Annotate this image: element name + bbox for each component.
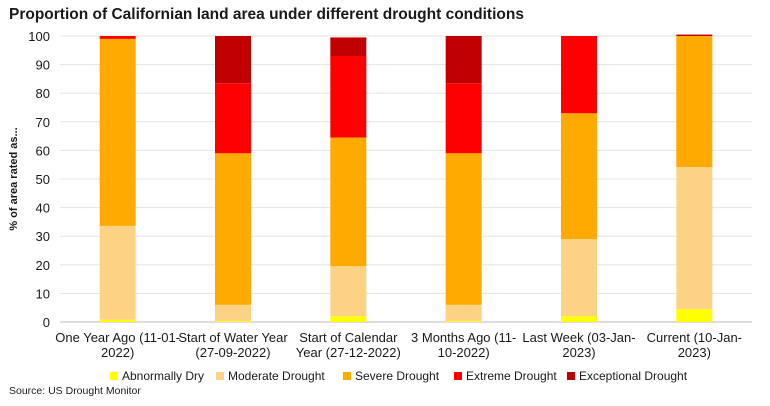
bar-segment xyxy=(445,36,482,84)
bar-stack xyxy=(99,36,136,322)
legend-label: Severe Drought xyxy=(355,369,440,383)
y-axis-ticks: 0 10 20 30 40 50 60 70 80 90 100 xyxy=(28,29,50,330)
bar-segment xyxy=(676,309,713,322)
x-tick-label: Start of Water Year (27-09-2022) xyxy=(178,330,288,360)
y-tick-label: 90 xyxy=(36,58,50,73)
y-tick-label: 80 xyxy=(36,86,50,101)
bar-segment xyxy=(215,321,251,322)
bar-segment xyxy=(561,36,597,114)
bar-stack xyxy=(215,36,251,322)
bar-segment xyxy=(561,239,597,317)
bar-segment xyxy=(445,321,482,322)
y-axis-label: % of area rated as... xyxy=(8,127,20,230)
bar-segment xyxy=(561,113,597,240)
bar-segment xyxy=(561,316,597,322)
bar-stack xyxy=(330,37,367,322)
bar-segment xyxy=(330,137,367,267)
x-axis-ticks: One Year Ago (11-01-2022)Start of Water … xyxy=(55,330,742,360)
bar-segment xyxy=(99,225,136,320)
bar-stack xyxy=(676,34,713,322)
chart-title: Proportion of Californian land area unde… xyxy=(9,6,524,23)
bar-segment xyxy=(330,37,367,57)
bar-segment xyxy=(676,34,713,36)
y-tick-label: 10 xyxy=(36,286,50,301)
y-tick-label: 30 xyxy=(36,229,50,244)
bar-segment xyxy=(445,83,482,154)
source-note: Source: US Drought Monitor xyxy=(9,385,141,397)
legend-swatch xyxy=(343,372,351,380)
bar-segment xyxy=(330,56,367,138)
legend-swatch xyxy=(216,372,224,380)
gridlines xyxy=(60,35,752,323)
legend-label: Moderate Drought xyxy=(228,369,325,383)
bar-segment xyxy=(215,153,251,305)
bar-segment xyxy=(215,83,251,154)
x-tick-label: Last Week (03-Jan-2023) xyxy=(522,330,635,360)
x-tick-label: 3 Months Ago (11-10-2022) xyxy=(411,330,516,360)
bar-segment xyxy=(99,38,136,226)
legend-label: Extreme Drought xyxy=(466,369,557,383)
bar-stack xyxy=(445,36,482,322)
bar-stack xyxy=(561,36,597,322)
y-tick-label: 60 xyxy=(36,143,50,158)
bar-segment xyxy=(99,319,136,322)
legend-swatch xyxy=(454,372,462,380)
legend: Abnormally Dry Moderate Drought Severe Dro… xyxy=(110,369,688,383)
x-tick-label: Start of Calendar Year (27-12-2022) xyxy=(296,330,401,360)
y-tick-label: 40 xyxy=(36,201,50,216)
bar-segment xyxy=(676,166,713,310)
legend-label: Exceptional Drought xyxy=(579,369,688,383)
y-tick-label: 0 xyxy=(43,315,50,330)
bar-segment xyxy=(330,266,367,317)
legend-swatch xyxy=(567,372,575,380)
bar-segment xyxy=(99,36,136,39)
x-tick-label: One Year Ago (11-01-2022) xyxy=(55,330,180,360)
legend-swatch xyxy=(110,372,118,380)
bar-segment xyxy=(676,36,713,167)
bar-segment xyxy=(215,304,251,322)
bar-segment xyxy=(445,153,482,305)
x-tick-label: Current (10-Jan-2023) xyxy=(647,330,742,360)
bar-segment xyxy=(445,304,482,322)
y-tick-label: 50 xyxy=(36,172,50,187)
y-tick-label: 20 xyxy=(36,258,50,273)
bar-stacks xyxy=(99,34,713,322)
bar-segment xyxy=(215,36,251,84)
legend-label: Abnormally Dry xyxy=(122,369,204,383)
y-tick-label: 100 xyxy=(28,29,50,44)
y-tick-label: 70 xyxy=(36,115,50,130)
bar-segment xyxy=(330,316,367,322)
